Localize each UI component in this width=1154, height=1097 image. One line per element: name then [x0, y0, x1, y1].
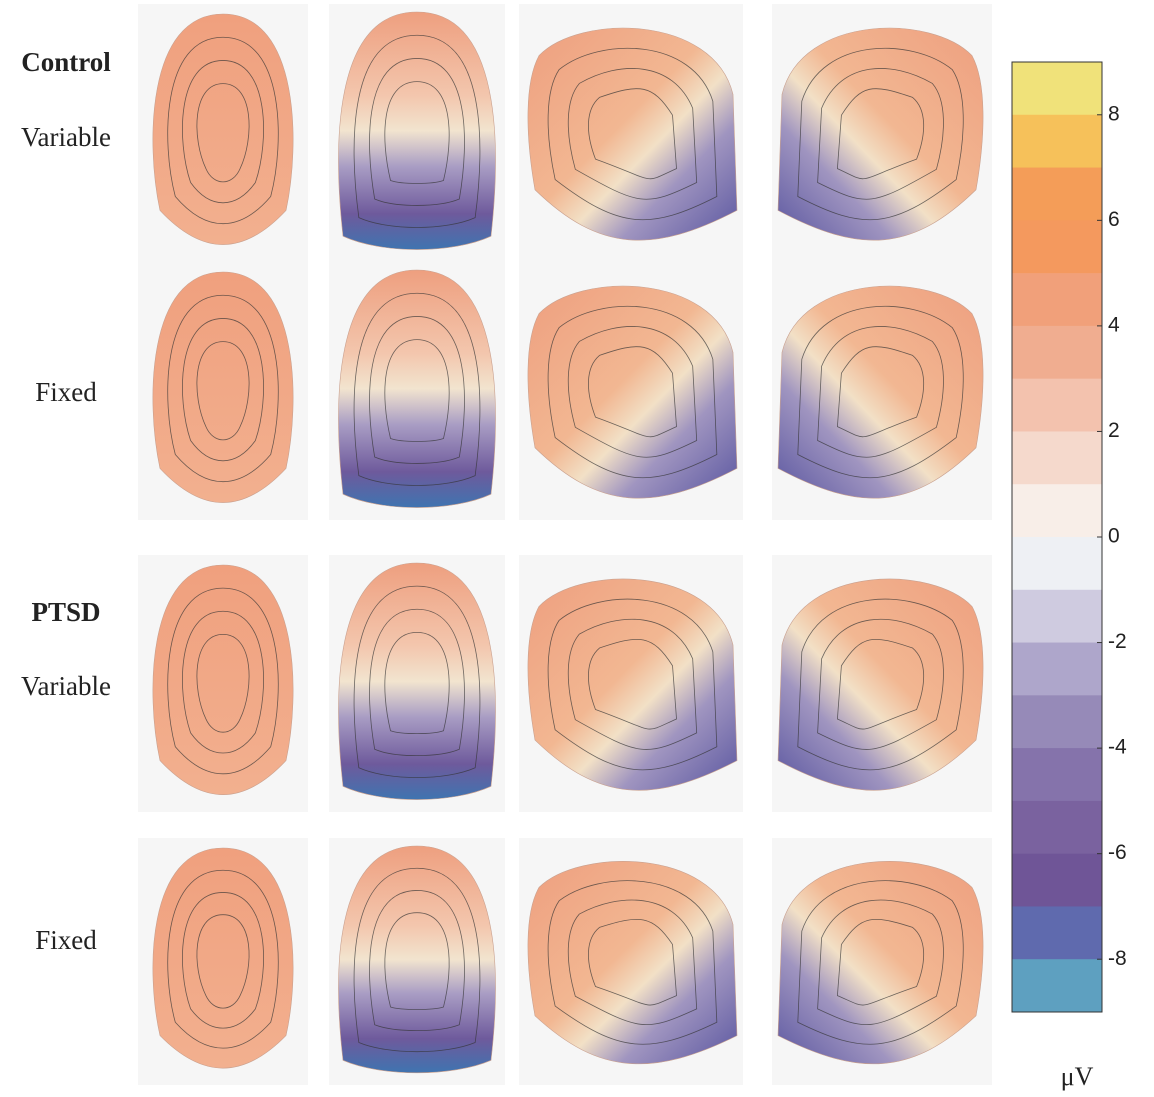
- colorbar-band: [1012, 959, 1102, 1012]
- colorbar: -8 -6 -4 -2 0 2 4 6 8: [1012, 62, 1127, 1013]
- colorbar-band: [1012, 906, 1102, 959]
- scalp-map: [153, 565, 293, 795]
- tick-label: 0: [1108, 525, 1120, 548]
- colorbar-band: [1012, 748, 1102, 801]
- colorbar-band: [1012, 484, 1102, 537]
- colorbar-band: [1012, 854, 1102, 907]
- tick-label: -4: [1108, 736, 1127, 759]
- colorbar-band: [1012, 801, 1102, 854]
- group-label: PTSD: [31, 597, 100, 627]
- scalp-map: [778, 28, 983, 240]
- colorbar-band: [1012, 62, 1102, 115]
- tick-label: 6: [1108, 208, 1120, 231]
- colorbar-unit: μV: [1061, 1062, 1094, 1091]
- figure: Control Variable Fixed PTSD Variable Fixed -8…: [0, 0, 1154, 1097]
- condition-label: Variable: [21, 122, 111, 152]
- group-label: Control: [21, 47, 111, 77]
- condition-label: Fixed: [35, 377, 97, 407]
- scalp-map: [778, 286, 983, 498]
- scalp-map: [778, 579, 983, 790]
- condition-label: Fixed: [35, 925, 97, 955]
- tick-label: -2: [1108, 630, 1127, 653]
- scalp-map: [153, 14, 293, 245]
- colorbar-band: [1012, 643, 1102, 696]
- tick-label: 2: [1108, 419, 1120, 442]
- tick-label: -8: [1108, 947, 1127, 970]
- condition-label: Variable: [21, 671, 111, 701]
- tick-label: 4: [1108, 313, 1120, 336]
- scalp-map: [339, 846, 496, 1073]
- scalp-map: [528, 28, 737, 240]
- colorbar-band: [1012, 220, 1102, 273]
- row-labels: Control Variable Fixed PTSD Variable Fixed: [21, 47, 111, 955]
- scalp-map: [528, 861, 737, 1064]
- colorbar-band: [1012, 695, 1102, 748]
- colorbar-band: [1012, 431, 1102, 484]
- scalp-map: [339, 270, 496, 508]
- scalp-map: [339, 563, 496, 800]
- scalp-map: [153, 272, 293, 503]
- scalp-map: [339, 12, 496, 250]
- colorbar-band: [1012, 115, 1102, 168]
- colorbar-band: [1012, 379, 1102, 432]
- scalp-map: [528, 286, 737, 498]
- tick-label: -6: [1108, 841, 1127, 864]
- scalp-map: [153, 848, 293, 1068]
- tick-label: 8: [1108, 102, 1120, 125]
- colorbar-band: [1012, 168, 1102, 221]
- panels: [138, 4, 992, 1085]
- colorbar-band: [1012, 273, 1102, 326]
- scalp-map: [778, 861, 983, 1064]
- colorbar-band: [1012, 326, 1102, 379]
- colorbar-band: [1012, 590, 1102, 643]
- colorbar-band: [1012, 537, 1102, 590]
- scalp-map: [528, 579, 737, 790]
